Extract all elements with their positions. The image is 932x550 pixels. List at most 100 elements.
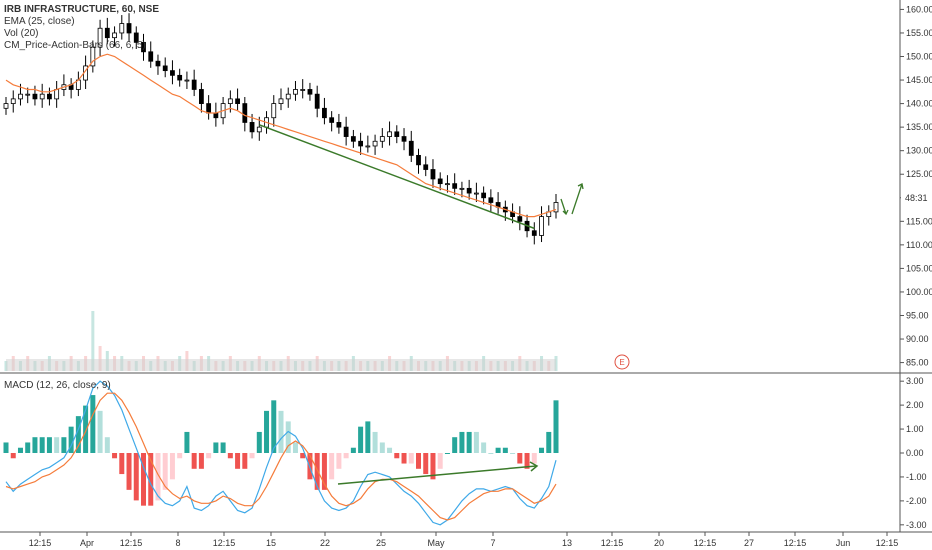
candle-body [213,112,219,119]
time-tick-label: 8 [175,538,180,548]
volume-bar [98,346,102,371]
vol-legend: Vol (20) [4,28,39,39]
candle-body [473,192,479,195]
candle-body [18,93,23,100]
macd-hist-bar [343,453,349,459]
price-label-bg [901,192,932,204]
candle-body [401,136,407,142]
candle-body [387,131,392,137]
macd-hist-bar [133,453,139,501]
candle-body [198,89,204,104]
price-tick-label: 145.00 [906,75,932,85]
macd-hist-bar [184,431,190,453]
candle-body [445,183,450,186]
macd-hist-bar [54,437,60,453]
macd-hist-bar [365,421,371,453]
macd-hist-bar [387,447,393,453]
macd-hist-bar [430,453,436,480]
macd-hist-bar [112,453,118,459]
candle-body [300,89,306,91]
macd-tick-label: 3.00 [906,376,924,386]
macd-histogram [3,395,559,506]
candle-body [329,117,335,123]
macd-hist-bar [177,453,183,459]
candle-body [235,98,240,104]
price-tick-label: 130.00 [906,146,932,156]
macd-hist-bar [517,453,523,464]
macd-hist-bar [126,453,132,490]
candle-body [54,89,60,100]
macd-hist-bar [198,453,204,469]
candle-body [394,131,400,137]
time-tick-label: 12:15 [29,538,52,548]
macd-hist-bar [285,421,291,453]
candle-body [32,93,38,100]
macd-legend: MACD (12, 26, close, 9) [4,380,111,391]
price-tick-label: 150.00 [906,52,932,62]
time-tick-label: 12:15 [120,538,143,548]
candle-body [336,122,342,128]
price-tick-label: 85.00 [906,358,929,368]
macd-hist-bar [553,400,559,453]
macd-hist-bar [423,453,429,475]
candle-body [553,202,559,213]
macd-hist-bar [119,453,125,475]
macd-hist-bar [336,453,342,469]
candle-body [531,230,537,236]
macd-hist-bar [278,410,284,453]
macd-hist-bar [473,431,479,453]
candle-body [256,126,262,133]
macd-hist-bar [358,426,364,453]
candle-body [170,70,175,76]
candle-body [307,89,313,95]
time-tick-label: 27 [744,538,754,548]
macd-hist-bar [350,447,356,453]
ema-line [5,53,557,218]
price-tick-label: 125.00 [906,169,932,179]
macd-hist-bar [235,453,241,469]
macd-hist-bar [481,442,487,453]
time-tick-label: 12:15 [213,538,236,548]
macd-hist-bar [488,453,494,454]
macd-hist-bar [321,453,327,490]
candle-body [365,145,371,148]
price-tick-label: 110.00 [906,240,932,250]
candle-body [416,154,421,166]
candle-body [430,169,436,180]
candle-body [271,103,277,119]
candle-body [104,27,110,39]
price-tick-label: 155.00 [906,28,932,38]
macd-hist-bar [495,447,501,453]
candle-body [206,103,212,114]
macd-hist-bar [227,453,233,459]
candle-body [481,192,487,199]
macd-tick-label: -3.00 [906,520,927,530]
macd-tick-label: 2.00 [906,400,924,410]
time-tick-label: 12:15 [694,538,717,548]
macd-hist-bar [437,453,443,469]
time-tick-label: 22 [320,538,330,548]
candle-body [191,79,197,90]
macd-hist-bar [169,453,175,480]
candle-body [408,140,414,156]
candle-body [184,79,190,82]
volume-ma-area [6,359,556,371]
time-tick-label: 12:15 [876,538,899,548]
macd-hist-bar [271,400,277,453]
candle-body [278,98,284,104]
macd-tick-label: -2.00 [906,496,927,506]
macd-hist-bar [32,437,38,453]
time-tick-label: 12:15 [601,538,624,548]
macd-hist-bar [379,442,385,453]
candle-body [133,32,139,43]
price-tick-label: 105.00 [906,263,932,273]
macd-hist-bar [292,442,298,453]
earnings-marker [614,354,630,370]
volume-bar [91,311,95,371]
candle-body [177,74,183,81]
macd-tick-label: 0.00 [906,448,924,458]
earnings-label: E [619,358,624,367]
price-tick-label: 115.00 [906,216,932,226]
